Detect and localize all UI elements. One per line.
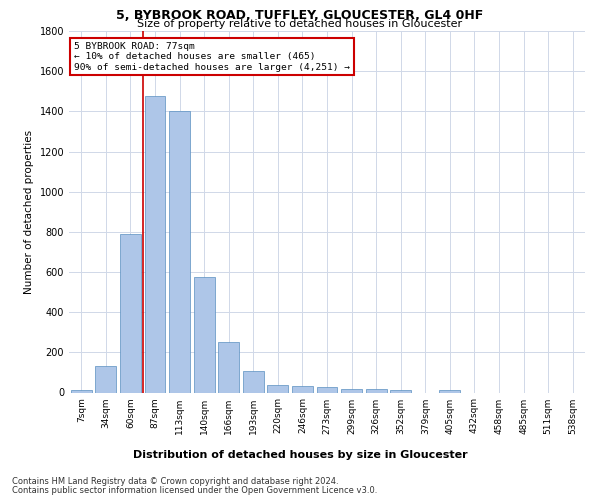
Bar <box>71 390 92 392</box>
Bar <box>365 390 386 392</box>
Bar <box>317 388 337 392</box>
Bar <box>218 342 239 392</box>
Bar <box>95 366 116 392</box>
Text: Distribution of detached houses by size in Gloucester: Distribution of detached houses by size … <box>133 450 467 460</box>
Bar <box>268 386 289 392</box>
Text: Contains public sector information licensed under the Open Government Licence v3: Contains public sector information licen… <box>12 486 377 495</box>
Text: 5 BYBROOK ROAD: 77sqm
← 10% of detached houses are smaller (465)
90% of semi-det: 5 BYBROOK ROAD: 77sqm ← 10% of detached … <box>74 42 350 72</box>
Text: 5, BYBROOK ROAD, TUFFLEY, GLOUCESTER, GL4 0HF: 5, BYBROOK ROAD, TUFFLEY, GLOUCESTER, GL… <box>116 9 484 22</box>
Bar <box>341 390 362 392</box>
Bar <box>169 112 190 392</box>
Bar <box>243 372 264 392</box>
Bar <box>120 234 141 392</box>
Text: Size of property relative to detached houses in Gloucester: Size of property relative to detached ho… <box>137 19 463 29</box>
Y-axis label: Number of detached properties: Number of detached properties <box>24 130 34 294</box>
Bar <box>145 96 166 393</box>
Bar <box>439 390 460 392</box>
Bar <box>292 386 313 392</box>
Bar <box>390 390 411 392</box>
Bar <box>194 277 215 392</box>
Text: Contains HM Land Registry data © Crown copyright and database right 2024.: Contains HM Land Registry data © Crown c… <box>12 477 338 486</box>
